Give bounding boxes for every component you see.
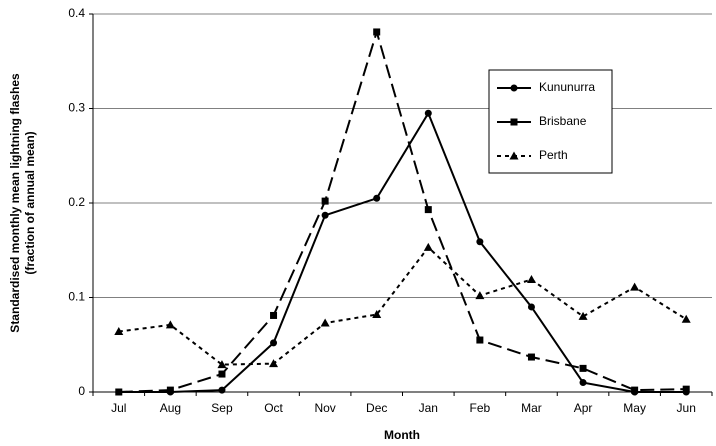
x-tick-label: Oct — [264, 401, 283, 415]
marker — [115, 388, 123, 396]
marker — [424, 206, 432, 214]
x-tick-label: Jun — [677, 401, 696, 415]
series-line — [118, 245, 687, 366]
legend-label: Kununurra — [539, 80, 595, 94]
y-tick-label: 0 — [78, 384, 85, 398]
marker — [424, 109, 432, 117]
marker — [509, 151, 519, 160]
marker — [320, 318, 330, 327]
x-tick-label: Sep — [211, 401, 233, 415]
marker — [476, 336, 484, 344]
marker — [321, 197, 329, 205]
x-tick-label: May — [623, 401, 646, 415]
marker — [321, 211, 329, 219]
marker — [373, 28, 381, 36]
marker — [510, 118, 518, 126]
legend-label: Perth — [539, 148, 568, 162]
marker — [527, 353, 535, 361]
marker — [681, 314, 691, 323]
marker — [270, 339, 278, 347]
marker — [218, 386, 226, 394]
marker — [372, 310, 382, 319]
series-line — [118, 28, 687, 393]
marker — [166, 386, 174, 394]
x-tick-label: Nov — [314, 401, 335, 415]
marker — [579, 379, 587, 387]
y-tick-label: 0.4 — [68, 6, 85, 20]
marker — [476, 238, 484, 246]
marker — [165, 320, 175, 329]
x-tick-label: Aug — [160, 401, 181, 415]
marker — [373, 194, 381, 202]
y-tick-label: 0.3 — [68, 101, 85, 115]
x-axis-label: Month — [384, 428, 420, 442]
y-tick-label: 0.1 — [68, 290, 85, 304]
marker — [114, 327, 124, 336]
marker — [579, 364, 587, 372]
legend-label: Brisbane — [539, 114, 587, 128]
series-line — [118, 110, 687, 393]
marker — [217, 360, 227, 369]
marker — [510, 84, 518, 92]
marker — [269, 359, 279, 368]
marker — [218, 370, 226, 378]
marker — [270, 311, 278, 319]
x-tick-label: Feb — [470, 401, 491, 415]
x-tick-label: Dec — [366, 401, 387, 415]
y-axis-label: Standardised monthly mean lightning flas… — [8, 73, 22, 333]
x-tick-label: Apr — [574, 401, 593, 415]
x-tick-label: Mar — [521, 401, 542, 415]
y-tick-label: 0.2 — [68, 195, 85, 209]
marker — [475, 291, 485, 300]
marker — [682, 385, 690, 393]
marker — [527, 303, 535, 311]
x-tick-label: Jan — [419, 401, 438, 415]
y-axis-label: (fraction of annual mean) — [23, 131, 37, 274]
x-tick-label: Jul — [111, 401, 126, 415]
marker — [526, 275, 536, 284]
marker — [630, 282, 640, 291]
marker — [578, 311, 588, 320]
marker — [423, 242, 433, 251]
marker — [631, 386, 639, 394]
